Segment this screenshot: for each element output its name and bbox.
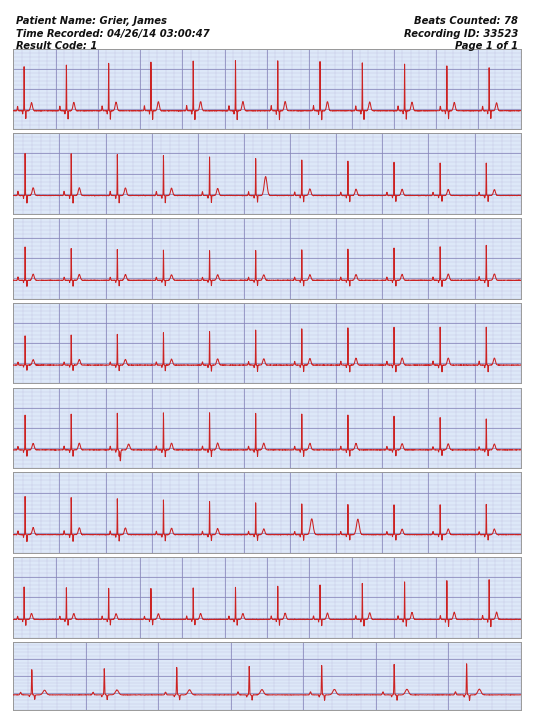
Text: Page 1 of 1: Page 1 of 1 [455, 41, 518, 51]
Text: Recording ID: 33523: Recording ID: 33523 [404, 29, 518, 39]
Text: Beats Counted: 78: Beats Counted: 78 [414, 16, 518, 26]
Text: Time Recorded: 04/26/14 03:00:47: Time Recorded: 04/26/14 03:00:47 [16, 29, 210, 39]
Text: Patient Name: Grier, James: Patient Name: Grier, James [16, 16, 167, 26]
Text: Result Code: 1: Result Code: 1 [16, 41, 97, 51]
